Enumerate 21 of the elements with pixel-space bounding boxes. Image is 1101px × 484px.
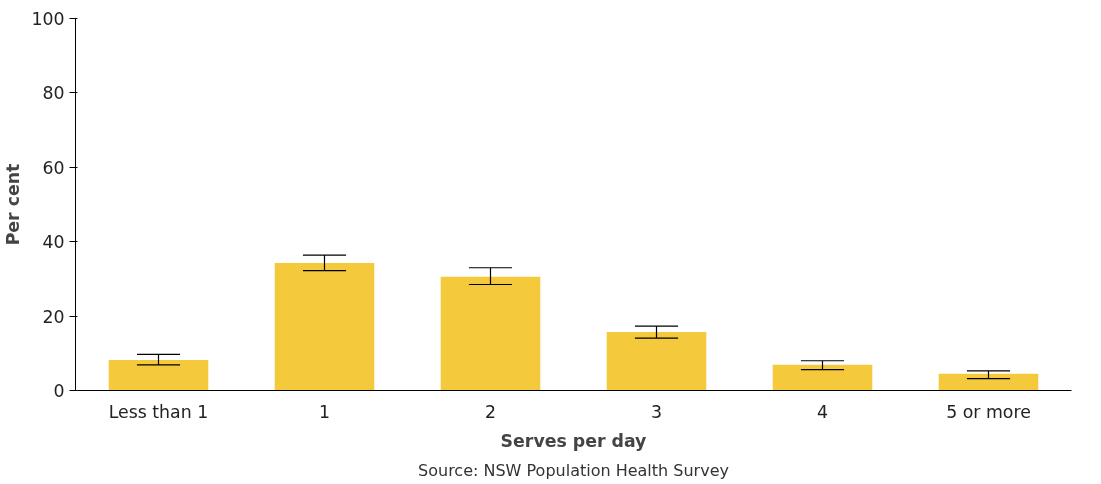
x-tick-label: 4 [816, 401, 829, 422]
source-note: Source: NSW Population Health Survey [418, 460, 729, 480]
bar [274, 262, 375, 391]
x-tick-label: 1 [318, 401, 331, 422]
x-tick-label: 5 or more [946, 401, 1031, 422]
y-tick-label: 60 [42, 157, 65, 178]
x-tick-label: Less than 1 [108, 401, 209, 422]
x-axis-title: Serves per day [500, 430, 647, 451]
y-axis-title: Per cent [3, 163, 24, 246]
y-tick-label: 100 [31, 9, 65, 29]
bar [606, 332, 707, 391]
bar [440, 276, 541, 391]
x-tick-label: 3 [650, 401, 663, 422]
y-tick-label: 80 [42, 83, 65, 104]
bar [938, 373, 1039, 391]
y-tick-label: 0 [53, 381, 65, 401]
x-tick-label: 2 [484, 401, 497, 422]
bar [108, 360, 209, 391]
bar [772, 364, 873, 391]
y-tick-label: 20 [42, 306, 65, 327]
y-tick-label: 40 [42, 232, 65, 253]
